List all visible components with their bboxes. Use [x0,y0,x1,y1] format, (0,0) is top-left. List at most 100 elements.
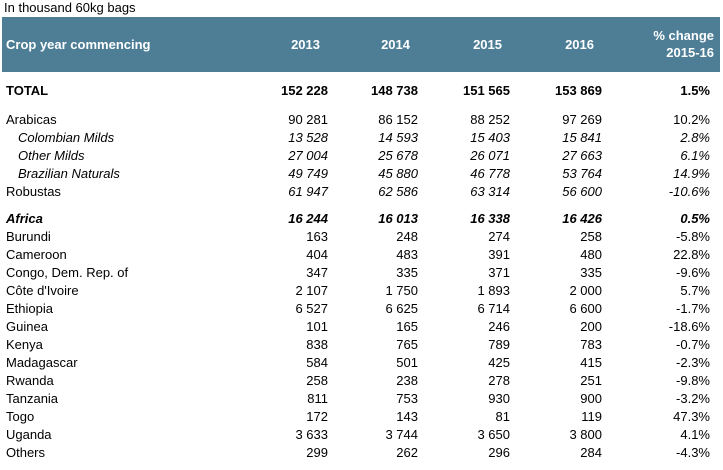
cell-2013: 49 749 [288,166,328,181]
cell-2016: 480 [580,247,602,262]
cell-2014: 148 738 [371,83,418,98]
cell-2013: 27 004 [288,148,328,163]
cell-change: -9.6% [676,265,710,280]
cell-2015: 151 565 [463,83,510,98]
cell-change: -2.3% [676,355,710,370]
cell-2015: 789 [488,337,510,352]
cell-change: 5.7% [680,283,710,298]
cell-2015: 296 [488,445,510,460]
cell-2015: 391 [488,247,510,262]
cell-2016: 284 [580,445,602,460]
cell-change: 1.5% [680,83,710,98]
cell-2013: 347 [306,265,328,280]
cell-2015: 16 338 [470,211,510,226]
row-label: Colombian Milds [18,130,115,145]
row-label: Others [6,445,46,460]
cell-change: -10.6% [668,184,710,199]
table-row: Côte d'Ivoire 2 107 1 750 1 893 2 000 5.… [0,282,723,300]
cell-change: 47.3% [673,409,710,424]
cell-2014: 501 [396,355,418,370]
row-label: Cameroon [6,247,67,262]
header-change-line1: % change [653,28,714,43]
row-label: Brazilian Naturals [18,166,120,181]
cell-2014: 16 013 [378,211,418,226]
header-change: % change 2015-16 [653,27,714,61]
cell-2015: 63 314 [470,184,510,199]
row-label: Congo, Dem. Rep. of [6,265,129,280]
cell-2016: 3 800 [569,427,602,442]
row-label: Africa [6,211,43,226]
table-row: Other Milds 27 004 25 678 26 071 27 663 … [0,147,723,165]
cell-2014: 143 [396,409,418,424]
table-row: Ethiopia 6 527 6 625 6 714 6 600 -1.7% [0,300,723,318]
cell-2013: 152 228 [281,83,328,98]
cell-2016: 251 [580,373,602,388]
table-row: Guinea 101 165 246 200 -18.6% [0,318,723,336]
cell-2014: 62 586 [378,184,418,199]
cell-2013: 90 281 [288,112,328,127]
header-year-2016: 2016 [565,37,594,52]
cell-2016: 97 269 [562,112,602,127]
table-row-region: Africa 16 244 16 013 16 338 16 426 0.5% [0,210,723,228]
table-row: Robustas 61 947 62 586 63 314 56 600 -10… [0,183,723,201]
cell-2015: 88 252 [470,112,510,127]
cell-2016: 153 869 [555,83,602,98]
cell-2015: 1 893 [477,283,510,298]
cell-2015: 46 778 [470,166,510,181]
cell-2013: 172 [306,409,328,424]
row-label: Other Milds [18,148,85,163]
cell-change: -18.6% [668,319,710,334]
table-row: Congo, Dem. Rep. of 347 335 371 335 -9.6… [0,264,723,282]
table-row: Tanzania 811 753 930 900 -3.2% [0,390,723,408]
cell-change: 22.8% [673,247,710,262]
cell-2016: 6 600 [569,301,602,316]
cell-2013: 16 244 [288,211,328,226]
cell-2016: 16 426 [562,211,602,226]
cell-2013: 584 [306,355,328,370]
cell-2015: 26 071 [470,148,510,163]
cell-2015: 6 714 [477,301,510,316]
cell-change: 10.2% [673,112,710,127]
header-change-line2: 2015-16 [666,45,714,60]
cell-2015: 15 403 [470,130,510,145]
header-label: Crop year commencing [6,37,151,52]
table-row: Brazilian Naturals 49 749 45 880 46 778 … [0,165,723,183]
cell-2013: 61 947 [288,184,328,199]
cell-2013: 838 [306,337,328,352]
cell-2013: 299 [306,445,328,460]
cell-2014: 3 744 [385,427,418,442]
cell-2014: 6 625 [385,301,418,316]
cell-2013: 3 633 [295,427,328,442]
cell-2013: 811 [307,391,328,406]
table-row: Others 299 262 296 284 -4.3% [0,444,723,462]
cell-change: -0.7% [676,337,710,352]
cell-2014: 86 152 [378,112,418,127]
cell-2014: 14 593 [378,130,418,145]
table-row-total: TOTAL 152 228 148 738 151 565 153 869 1.… [0,82,723,100]
row-label: Côte d'Ivoire [6,283,79,298]
row-label: Tanzania [6,391,59,406]
cell-change: 2.8% [680,130,710,145]
cell-2013: 2 107 [295,283,328,298]
cell-2016: 2 000 [569,283,602,298]
cell-change: 6.1% [680,148,710,163]
table-row: Burundi 163 248 274 258 -5.8% [0,228,723,246]
row-label: Togo [6,409,35,424]
cell-2016: 335 [580,265,602,280]
header-year-2014: 2014 [381,37,410,52]
row-label: Madagascar [6,355,78,370]
row-label: Burundi [6,229,51,244]
table-row: Uganda 3 633 3 744 3 650 3 800 4.1% [0,426,723,444]
cell-2015: 278 [488,373,510,388]
cell-2016: 56 600 [562,184,602,199]
cell-2014: 45 880 [378,166,418,181]
row-label: TOTAL [6,83,49,98]
cell-2016: 900 [580,391,602,406]
cell-2015: 3 650 [477,427,510,442]
cell-2015: 246 [488,319,510,334]
cell-change: 14.9% [673,166,710,181]
header-year-2013: 2013 [291,37,320,52]
cell-2014: 483 [396,247,418,262]
cell-2016: 783 [580,337,602,352]
cell-change: 0.5% [680,211,710,226]
